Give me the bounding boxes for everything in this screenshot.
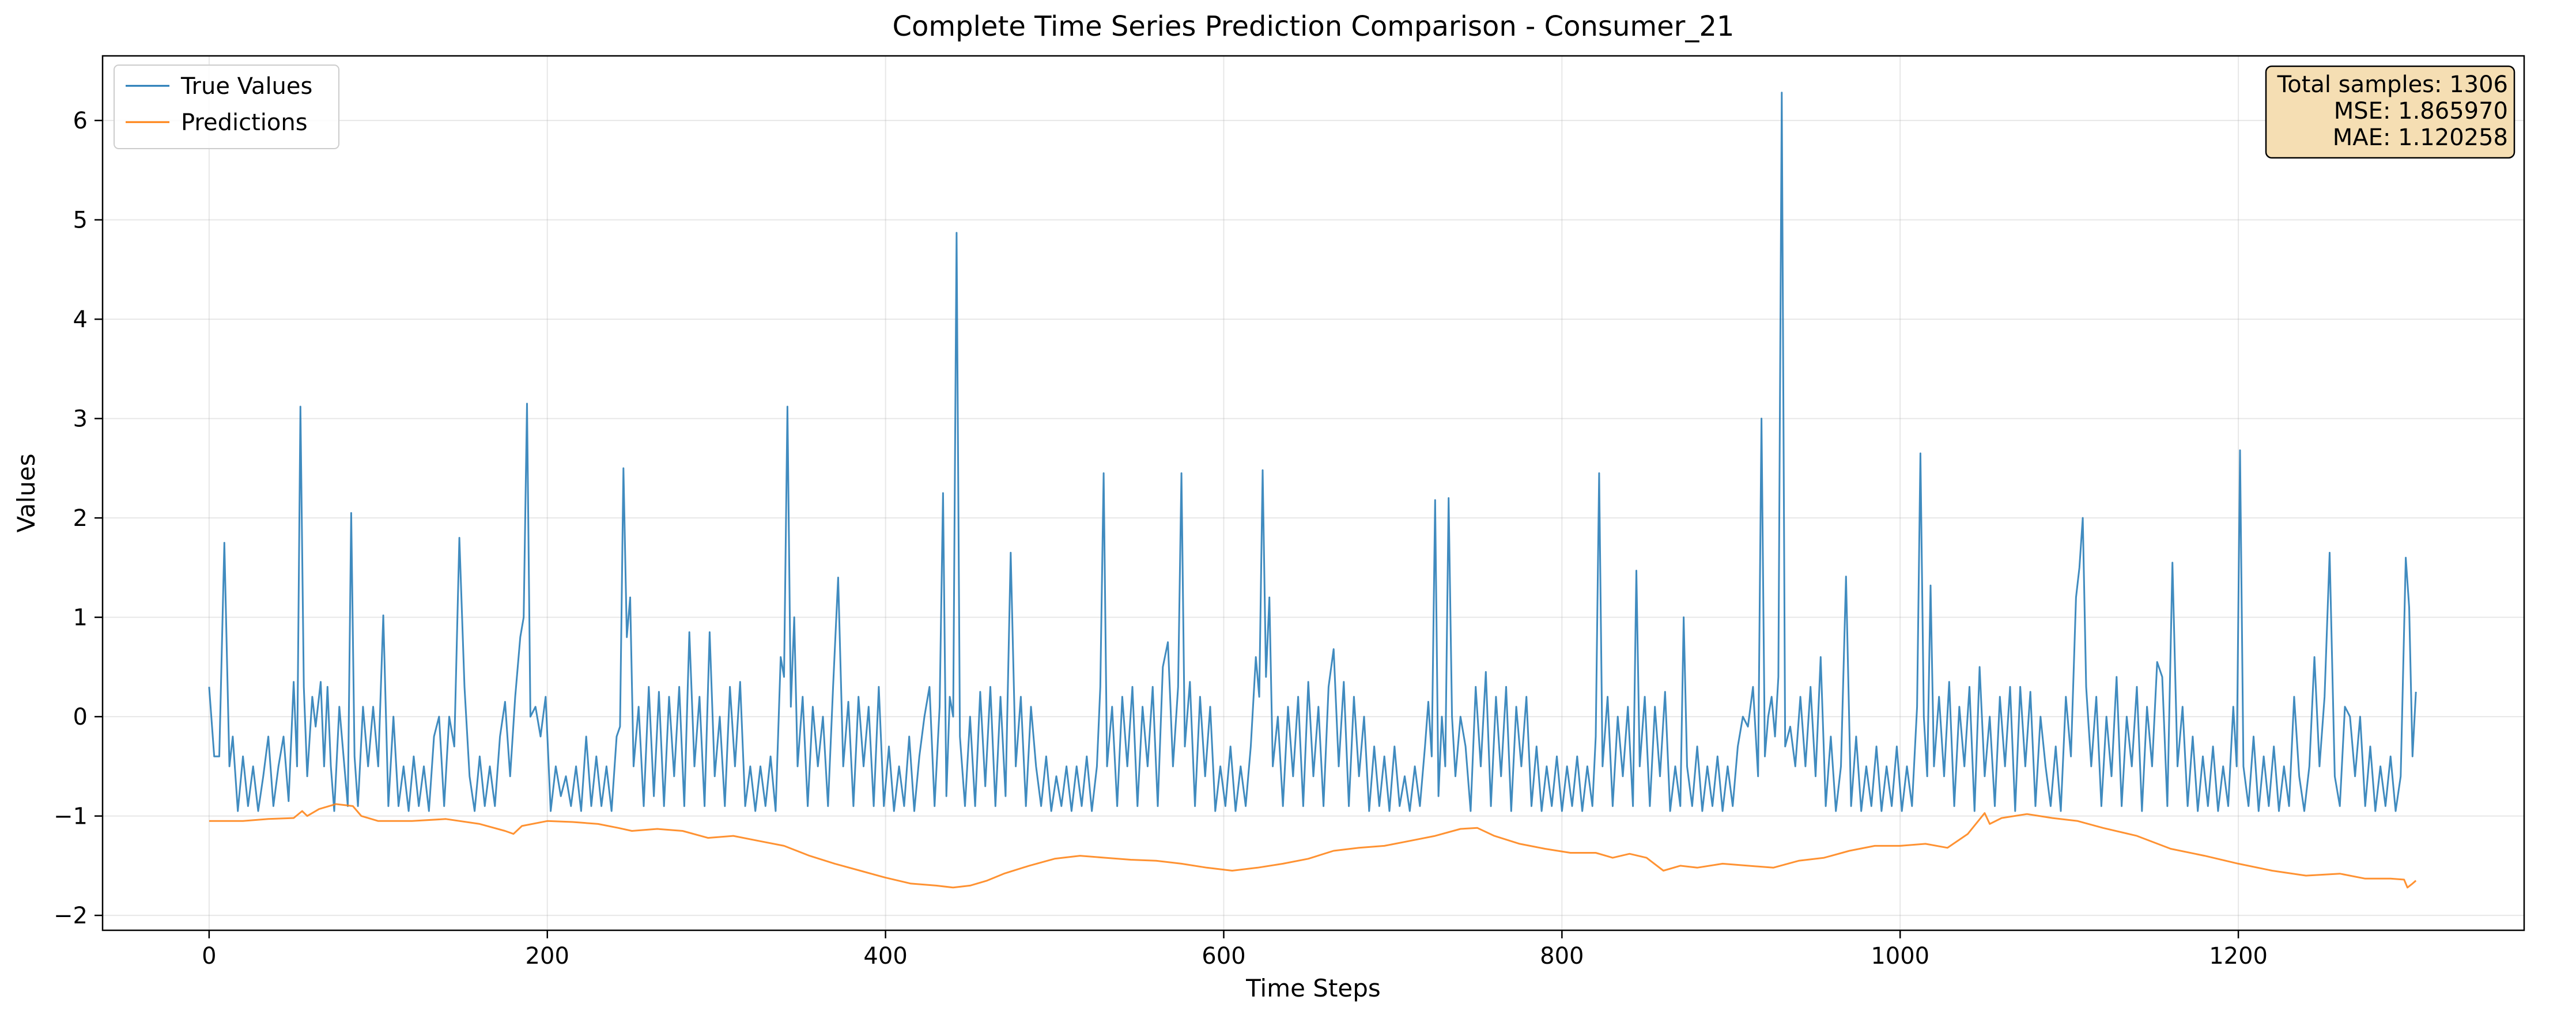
y-tick-label: 6 <box>73 108 88 134</box>
legend-label-true-values: True Values <box>180 73 312 100</box>
grid-lines <box>103 56 2524 930</box>
stats-box: Total samples: 1306 MSE: 1.865970 MAE: 1… <box>2265 65 2515 159</box>
stats-mae: MAE: 1.120258 <box>2333 124 2508 151</box>
x-tick-label: 1200 <box>2209 943 2268 969</box>
plot-frame <box>101 55 2525 931</box>
plot-series <box>208 92 2417 889</box>
stats-box-background <box>2265 65 2515 159</box>
stats-mse: MSE: 1.865970 <box>2334 98 2508 124</box>
y-tick-label: 5 <box>73 207 88 234</box>
legend-label-predictions: Predictions <box>181 109 308 136</box>
y-tick-label: −1 <box>54 804 88 830</box>
axis-ticks: 0 200 400 600 800 1000 1200 −2 −1 0 1 2 3 4 5 6 <box>54 108 2268 969</box>
y-tick-label: 3 <box>73 406 88 433</box>
y-tick-label: −2 <box>54 903 88 929</box>
y-tick-label: 1 <box>73 605 88 631</box>
y-tick-label: 0 <box>73 704 88 730</box>
x-tick-label: 600 <box>1202 943 1245 969</box>
y-tick-label: 4 <box>73 306 88 333</box>
series-line-predictions <box>209 803 2417 889</box>
y-axis-label: Values <box>12 453 40 532</box>
x-tick-label: 1000 <box>1871 943 1929 969</box>
y-tick-label: 2 <box>73 505 88 532</box>
x-tick-label: 400 <box>863 943 907 969</box>
x-tick-label: 0 <box>202 943 216 969</box>
chart-title: Complete Time Series Prediction Comparis… <box>893 10 1735 43</box>
series-line-true-values <box>208 92 2417 812</box>
x-tick-label: 800 <box>1540 943 1584 969</box>
legend: True Values Predictions <box>114 65 339 149</box>
stats-total-samples: Total samples: 1306 <box>2277 71 2508 98</box>
legend-box <box>114 65 339 149</box>
x-tick-label: 200 <box>526 943 569 969</box>
x-axis-label: Time Steps <box>1245 974 1381 1002</box>
